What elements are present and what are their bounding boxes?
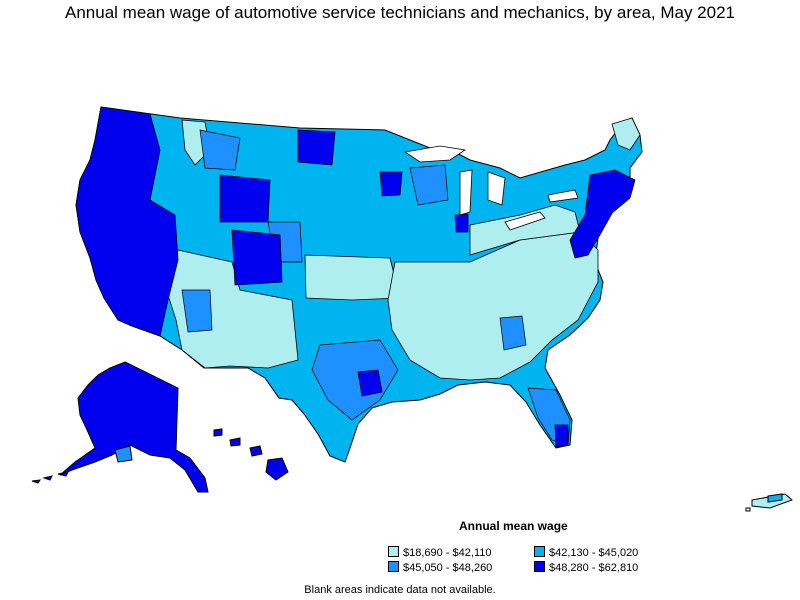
houston-region (357, 369, 383, 397)
hawaii (213, 428, 289, 481)
alaska (31, 361, 209, 493)
legend-label-high: $48,280 - $62,810 (549, 562, 639, 574)
legend-item-mid-low: $42,130 - $45,020 (534, 546, 638, 560)
alaska-mainland (59, 361, 209, 493)
great-lakes (403, 145, 579, 231)
map-title: Annual mean wage of automotive service t… (65, 3, 735, 22)
texas-east-region (311, 339, 399, 421)
wage-band-high (75, 106, 636, 448)
legend-title: Annual mean wage (459, 519, 568, 533)
chicago-region (454, 213, 469, 233)
hawaii-oahu (229, 437, 241, 447)
minneapolis-region (379, 171, 403, 197)
georgia-region (499, 315, 527, 351)
colorado-region (231, 229, 283, 286)
legend-swatch-high (534, 561, 545, 572)
legend-item-high: $48,280 - $62,810 (534, 561, 638, 575)
lake-superior (403, 145, 467, 163)
legend-item-mid-high: $45,050 - $48,260 (388, 561, 492, 575)
northern-maine-low-region (611, 117, 641, 151)
wage-band-low (167, 117, 641, 381)
legend-item-low: $18,690 - $42,110 (388, 546, 491, 560)
southwest-low-region (167, 249, 299, 369)
puerto-rico-islet (745, 507, 751, 512)
miami-region (554, 424, 569, 448)
legend-label-mid-high: $45,050 - $48,260 (403, 562, 493, 574)
pacific-coast-region (75, 106, 179, 337)
puerto-rico-san-juan (767, 493, 783, 503)
lake-erie (504, 211, 546, 231)
hawaii-maui (249, 445, 263, 457)
lake-huron (487, 171, 506, 206)
lake-michigan (459, 169, 473, 216)
arizona-region (181, 289, 213, 333)
montana-west-region (199, 129, 241, 171)
alaska-panhandle-region (114, 445, 133, 463)
data-availability-note: Blank areas indicate data not available. (304, 584, 496, 596)
legend-swatch-mid-low (534, 546, 545, 557)
aleutian-islands (31, 471, 69, 484)
ohio-valley-low-region (469, 204, 581, 256)
hawaii-big-island (265, 457, 289, 481)
hawaii-kauai (213, 428, 223, 437)
legend-swatch-low (388, 546, 399, 557)
north-dakota-region (297, 129, 336, 166)
lake-ontario (547, 189, 579, 203)
plains-low-region (304, 254, 401, 301)
wisconsin-region (409, 164, 449, 206)
northeast-corridor-region (569, 169, 636, 259)
wyoming-region (219, 174, 271, 223)
legend-label-mid-low: $42,130 - $45,020 (549, 547, 639, 559)
puerto-rico (745, 493, 793, 512)
legend-swatch-mid-high (388, 561, 399, 572)
legend-label-low: $18,690 - $42,110 (403, 547, 492, 559)
